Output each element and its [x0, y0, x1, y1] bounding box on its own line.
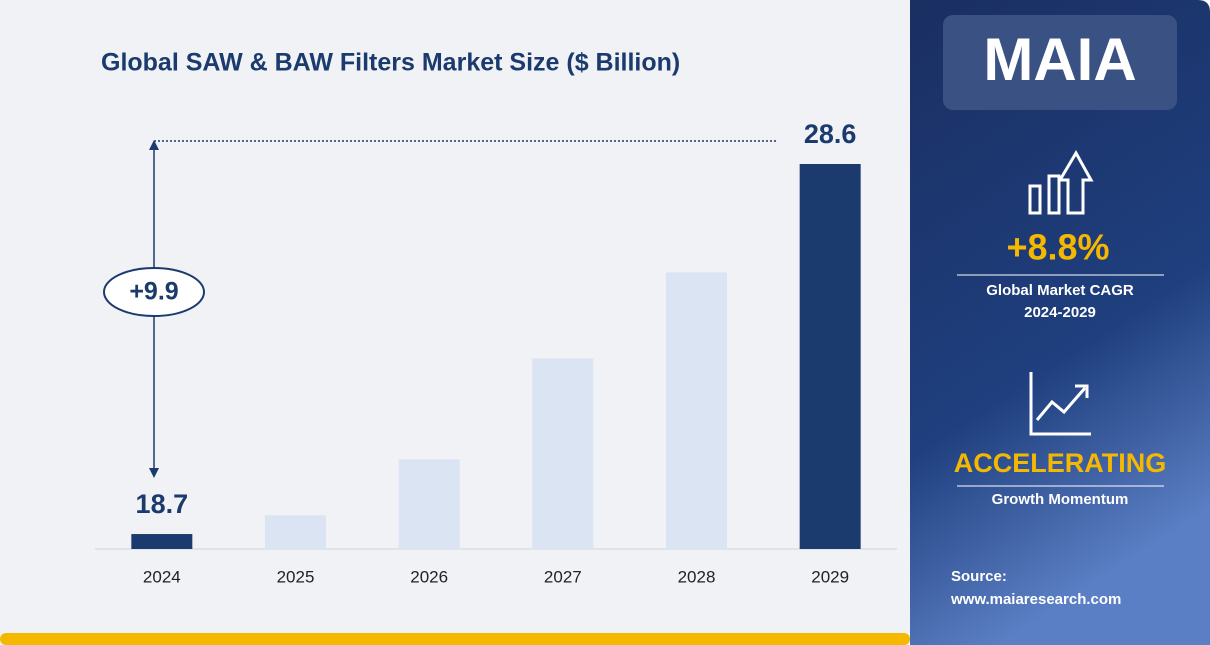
logo-box: [943, 15, 1177, 110]
source-label: Source:: [951, 568, 1007, 585]
x-tick-label: 2027: [544, 567, 582, 586]
bar: [398, 459, 460, 549]
cagr-period: 2024-2029: [1024, 304, 1096, 321]
x-tick-label: 2026: [410, 567, 448, 586]
annotation-bubble: [103, 267, 205, 317]
bar: [131, 534, 193, 549]
bar: [666, 272, 727, 549]
momentum-label: Growth Momentum: [992, 491, 1129, 508]
x-tick-label: 2029: [811, 567, 849, 586]
x-tick-label: 2028: [678, 567, 716, 586]
x-tick-label: 2025: [277, 567, 315, 586]
bar: [532, 358, 594, 549]
data-label: 28.6: [804, 119, 857, 149]
x-tick-label: 2024: [143, 567, 181, 586]
cagr-label: Global Market CAGR: [986, 282, 1134, 299]
sidebar: [910, 0, 1210, 645]
trend-icon: [1029, 372, 1091, 436]
accent-bar: [0, 633, 910, 645]
source: www.maiaresearch.com: [950, 591, 1121, 608]
bar: [265, 515, 326, 549]
annotation: +9.9: [129, 278, 178, 306]
data-label: 18.7: [136, 489, 189, 519]
momentum: ACCELERATING: [954, 448, 1167, 478]
logo: MAIA: [983, 26, 1136, 93]
growth-icon: [1028, 149, 1094, 215]
cagr: +8.8%: [1006, 227, 1109, 268]
bar: [799, 164, 861, 549]
chart-title: Global SAW & BAW Filters Market Size ($ …: [101, 49, 680, 77]
